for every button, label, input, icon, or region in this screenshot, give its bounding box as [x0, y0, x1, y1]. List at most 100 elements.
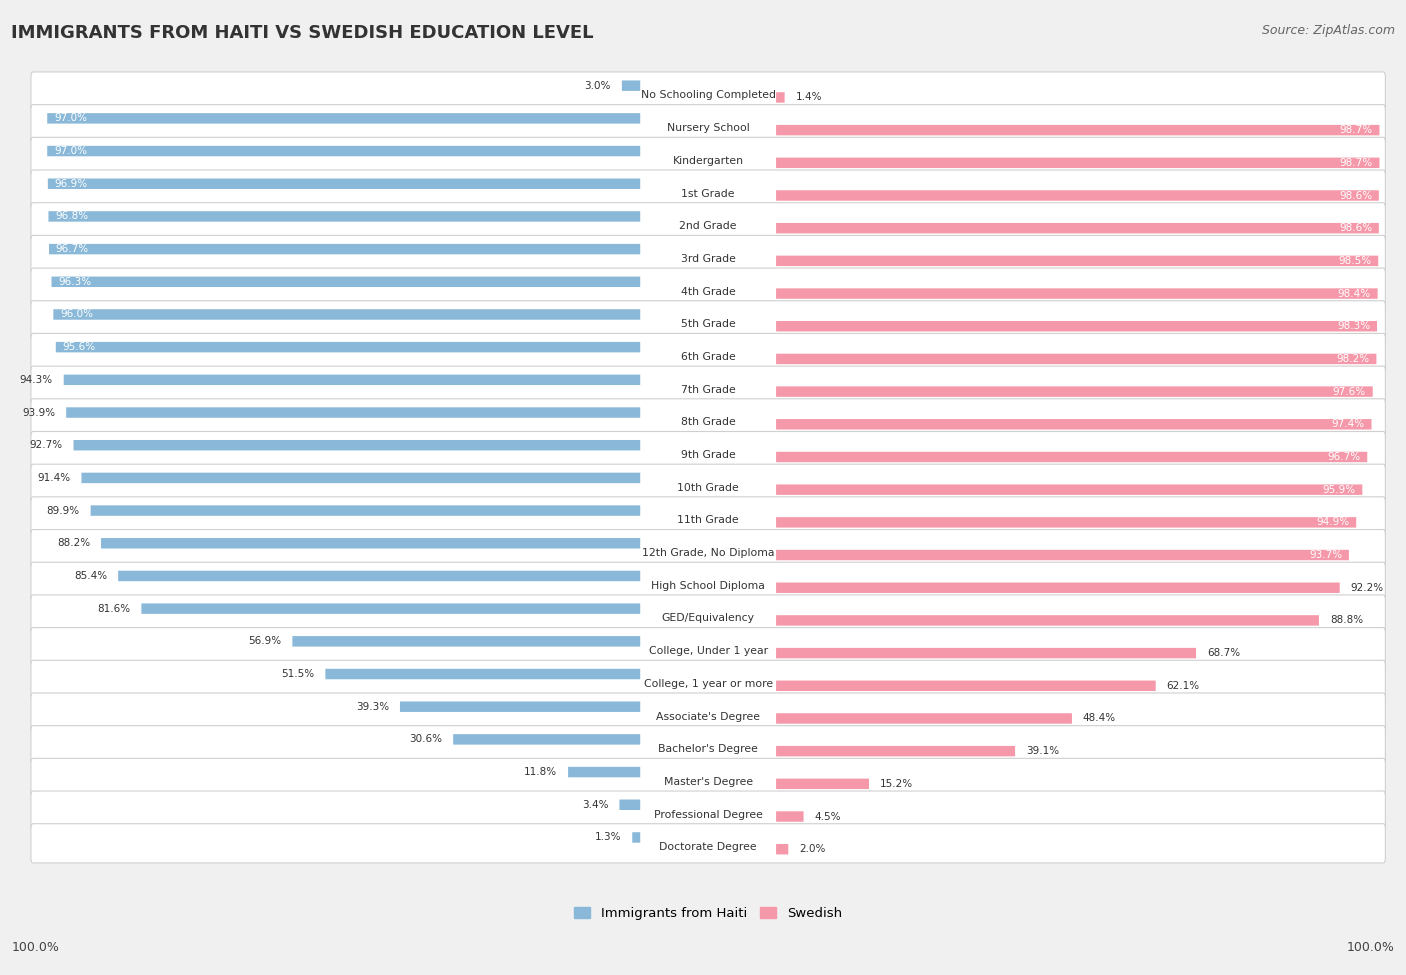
FancyBboxPatch shape: [633, 833, 640, 842]
FancyBboxPatch shape: [82, 473, 640, 484]
Text: 39.3%: 39.3%: [356, 702, 389, 712]
Text: 88.2%: 88.2%: [58, 538, 90, 548]
Text: 10th Grade: 10th Grade: [678, 483, 740, 492]
FancyBboxPatch shape: [52, 277, 640, 287]
FancyBboxPatch shape: [31, 660, 1385, 699]
FancyBboxPatch shape: [73, 440, 640, 450]
FancyBboxPatch shape: [292, 636, 640, 646]
Text: 9th Grade: 9th Grade: [681, 450, 735, 460]
FancyBboxPatch shape: [776, 451, 1367, 462]
Text: 5th Grade: 5th Grade: [681, 319, 735, 330]
FancyBboxPatch shape: [776, 158, 1379, 168]
FancyBboxPatch shape: [776, 93, 785, 102]
FancyBboxPatch shape: [31, 104, 1385, 144]
Text: 4.5%: 4.5%: [814, 811, 841, 822]
Text: Nursery School: Nursery School: [666, 123, 749, 134]
Text: 3rd Grade: 3rd Grade: [681, 254, 735, 264]
Text: 94.9%: 94.9%: [1316, 518, 1350, 527]
Text: 48.4%: 48.4%: [1083, 714, 1116, 723]
Text: 3.4%: 3.4%: [582, 800, 609, 810]
Text: 93.7%: 93.7%: [1309, 550, 1343, 560]
FancyBboxPatch shape: [399, 701, 640, 712]
FancyBboxPatch shape: [776, 582, 1340, 593]
Text: Associate's Degree: Associate's Degree: [657, 712, 761, 722]
FancyBboxPatch shape: [31, 137, 1385, 176]
Text: 62.1%: 62.1%: [1167, 681, 1199, 690]
FancyBboxPatch shape: [621, 81, 640, 91]
FancyBboxPatch shape: [776, 223, 1379, 233]
FancyBboxPatch shape: [776, 550, 1348, 561]
FancyBboxPatch shape: [142, 604, 640, 614]
Text: 92.7%: 92.7%: [30, 441, 63, 450]
Text: 97.4%: 97.4%: [1331, 419, 1365, 429]
Text: 7th Grade: 7th Grade: [681, 385, 735, 395]
FancyBboxPatch shape: [31, 268, 1385, 307]
Text: Bachelor's Degree: Bachelor's Degree: [658, 744, 758, 755]
Text: 97.6%: 97.6%: [1333, 387, 1367, 397]
Text: 91.4%: 91.4%: [38, 473, 70, 483]
FancyBboxPatch shape: [776, 190, 1379, 201]
Text: Professional Degree: Professional Degree: [654, 809, 762, 820]
Text: 96.9%: 96.9%: [55, 178, 87, 189]
Text: High School Diploma: High School Diploma: [651, 581, 765, 591]
Text: 2nd Grade: 2nd Grade: [679, 221, 737, 231]
Text: 100.0%: 100.0%: [1347, 941, 1395, 954]
FancyBboxPatch shape: [776, 681, 1156, 691]
Text: 98.6%: 98.6%: [1339, 223, 1372, 233]
FancyBboxPatch shape: [776, 746, 1015, 757]
FancyBboxPatch shape: [776, 647, 1197, 658]
Text: College, 1 year or more: College, 1 year or more: [644, 679, 773, 688]
FancyBboxPatch shape: [776, 779, 869, 789]
FancyBboxPatch shape: [48, 113, 640, 124]
Text: 6th Grade: 6th Grade: [681, 352, 735, 362]
Text: 96.0%: 96.0%: [60, 309, 93, 320]
FancyBboxPatch shape: [31, 725, 1385, 764]
Text: 98.7%: 98.7%: [1340, 158, 1372, 168]
Text: 11th Grade: 11th Grade: [678, 516, 740, 526]
FancyBboxPatch shape: [48, 212, 640, 221]
Text: 3.0%: 3.0%: [585, 81, 612, 91]
FancyBboxPatch shape: [31, 300, 1385, 340]
Text: 68.7%: 68.7%: [1206, 648, 1240, 658]
Text: 85.4%: 85.4%: [75, 571, 107, 581]
Text: Kindergarten: Kindergarten: [672, 156, 744, 166]
FancyBboxPatch shape: [776, 517, 1357, 527]
FancyBboxPatch shape: [776, 485, 1362, 495]
Text: 97.0%: 97.0%: [53, 146, 87, 156]
Text: 92.2%: 92.2%: [1351, 583, 1384, 593]
Text: 96.8%: 96.8%: [55, 212, 89, 221]
Text: No Schooling Completed: No Schooling Completed: [641, 91, 776, 100]
Text: 81.6%: 81.6%: [97, 604, 131, 613]
Text: 39.1%: 39.1%: [1026, 746, 1059, 757]
Text: 96.7%: 96.7%: [56, 244, 89, 254]
Text: 30.6%: 30.6%: [409, 734, 443, 744]
FancyBboxPatch shape: [776, 321, 1376, 332]
Text: 88.8%: 88.8%: [1330, 615, 1362, 625]
FancyBboxPatch shape: [31, 791, 1385, 831]
FancyBboxPatch shape: [31, 529, 1385, 568]
FancyBboxPatch shape: [776, 125, 1379, 136]
FancyBboxPatch shape: [63, 374, 640, 385]
Text: 96.3%: 96.3%: [58, 277, 91, 287]
FancyBboxPatch shape: [31, 759, 1385, 798]
Text: 98.3%: 98.3%: [1337, 321, 1371, 332]
FancyBboxPatch shape: [31, 464, 1385, 503]
Text: IMMIGRANTS FROM HAITI VS SWEDISH EDUCATION LEVEL: IMMIGRANTS FROM HAITI VS SWEDISH EDUCATI…: [11, 24, 593, 42]
FancyBboxPatch shape: [118, 570, 640, 581]
FancyBboxPatch shape: [101, 538, 640, 549]
Text: 89.9%: 89.9%: [46, 506, 80, 516]
Text: 94.3%: 94.3%: [20, 374, 53, 385]
FancyBboxPatch shape: [53, 309, 640, 320]
Text: 1.4%: 1.4%: [796, 93, 823, 102]
Text: 1.3%: 1.3%: [595, 833, 621, 842]
FancyBboxPatch shape: [31, 824, 1385, 863]
Text: 98.6%: 98.6%: [1339, 190, 1372, 201]
FancyBboxPatch shape: [31, 497, 1385, 536]
Text: 56.9%: 56.9%: [249, 637, 281, 646]
Text: 98.4%: 98.4%: [1337, 289, 1371, 298]
Text: GED/Equivalency: GED/Equivalency: [662, 613, 755, 623]
FancyBboxPatch shape: [31, 399, 1385, 438]
FancyBboxPatch shape: [31, 235, 1385, 275]
FancyBboxPatch shape: [776, 714, 1071, 723]
Text: 93.9%: 93.9%: [22, 408, 55, 417]
